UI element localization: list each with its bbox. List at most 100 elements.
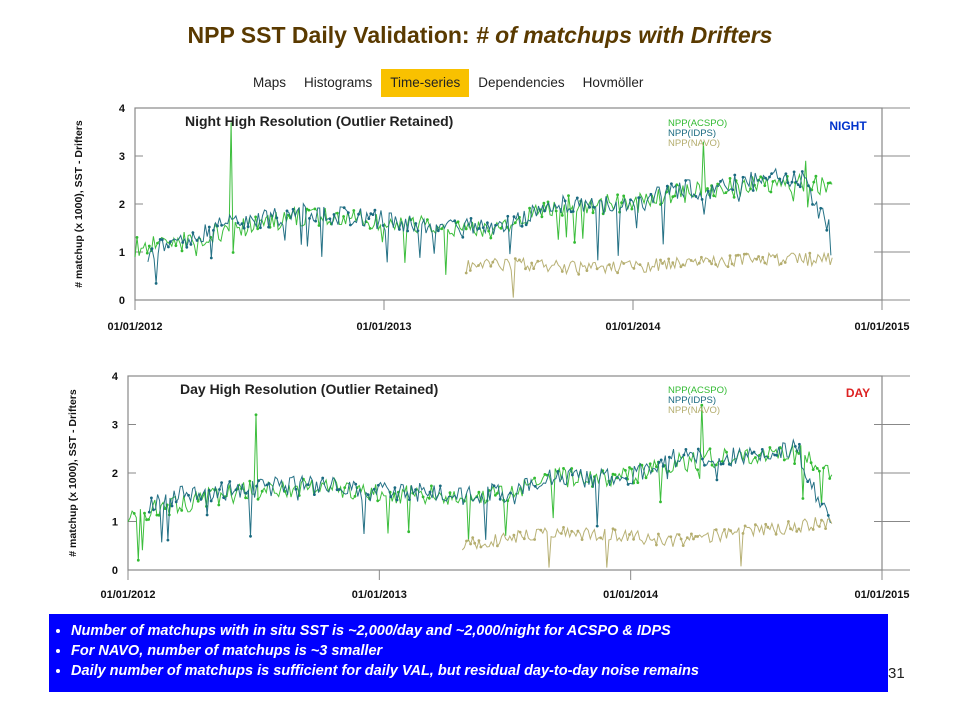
series-point (155, 513, 159, 517)
tab-hovmoller[interactable]: Hovmöller (582, 75, 644, 90)
series-point (754, 523, 757, 527)
corner-label: NIGHT (829, 119, 867, 133)
series-point (613, 473, 617, 476)
series-line-nppnavo (461, 517, 833, 568)
series-point (147, 244, 151, 248)
series-point (199, 498, 203, 501)
series-point (692, 537, 695, 541)
series-point (448, 491, 452, 495)
series-point (489, 236, 493, 240)
series-point (757, 255, 760, 258)
series-point (706, 187, 709, 190)
series-point (659, 258, 662, 262)
tab-maps[interactable]: Maps (253, 75, 287, 90)
series-line-nppacspo (127, 405, 833, 561)
series-point (630, 467, 633, 471)
series-point (367, 217, 371, 221)
series-point (809, 461, 813, 465)
series-point (542, 201, 546, 205)
series-point (524, 267, 527, 271)
series-point (588, 205, 591, 209)
series-point (731, 188, 735, 192)
series-point (256, 497, 260, 501)
series-point (147, 518, 151, 521)
series-point (696, 468, 699, 472)
series-point (659, 458, 663, 462)
series-point (734, 254, 738, 257)
series-point (135, 236, 139, 239)
page-number: 31 (888, 665, 905, 682)
x-tick-label: 01/01/2012 (100, 589, 155, 601)
series-point (255, 484, 258, 488)
series-point (461, 235, 465, 239)
series-point (719, 180, 722, 183)
series-point (170, 504, 174, 508)
series-point (207, 489, 211, 492)
series-point (708, 447, 712, 451)
tab-histograms[interactable]: Histograms (304, 75, 373, 90)
series-point (779, 262, 783, 266)
series-point (715, 478, 719, 482)
series-point (332, 213, 336, 216)
y-tick-label: 1 (119, 247, 125, 259)
tab-time-series[interactable]: Time-series (381, 69, 470, 97)
series-point (759, 175, 763, 179)
series-point (518, 258, 521, 262)
series-point (180, 509, 184, 512)
series-point (342, 215, 345, 218)
series-point (438, 484, 442, 488)
series-point (522, 537, 526, 541)
x-tick-label: 01/01/2015 (854, 321, 909, 333)
series-point (244, 496, 248, 500)
series-point (395, 498, 399, 502)
series-point (496, 491, 499, 495)
series-point (321, 476, 325, 480)
series-point (259, 226, 262, 230)
series-point (706, 189, 710, 193)
series-point (317, 224, 321, 227)
series-point (714, 263, 718, 266)
series-point (798, 185, 802, 189)
series-point (163, 507, 167, 510)
series-point (342, 206, 346, 210)
series-point (453, 219, 457, 223)
series-point (275, 216, 279, 220)
series-point (727, 462, 731, 466)
series-point (477, 227, 481, 230)
series-point (828, 181, 832, 185)
series-point (703, 463, 706, 467)
series-point (811, 203, 814, 206)
series-point (152, 508, 155, 512)
series-point (244, 491, 248, 495)
series-point (657, 532, 660, 536)
series-point (562, 467, 565, 470)
series-point (792, 170, 796, 174)
series-point (260, 489, 264, 493)
series-point (826, 514, 830, 517)
y-tick-label: 3 (112, 420, 118, 432)
legend-entry: NPP(NAVO) (668, 405, 720, 416)
series-point (207, 225, 211, 229)
series-point (790, 180, 794, 184)
series-point (751, 189, 755, 192)
series-point (649, 192, 653, 196)
series-point (530, 261, 534, 265)
series-point (752, 450, 756, 454)
series-point (638, 263, 642, 266)
series-point (421, 495, 425, 499)
series-point (595, 267, 599, 271)
series-point (428, 490, 432, 494)
series-point (440, 227, 444, 231)
series-point (366, 493, 370, 497)
series-point (773, 255, 777, 259)
series-point (681, 544, 685, 547)
tab-dependencies[interactable]: Dependencies (478, 75, 565, 90)
series-point (599, 536, 602, 540)
series-point (685, 536, 689, 539)
series-point (306, 483, 310, 487)
series-point (673, 194, 677, 198)
title-plain: NPP SST Daily Validation: (187, 22, 470, 48)
series-point (758, 453, 761, 457)
series-point (694, 195, 698, 198)
series-point (343, 486, 347, 489)
